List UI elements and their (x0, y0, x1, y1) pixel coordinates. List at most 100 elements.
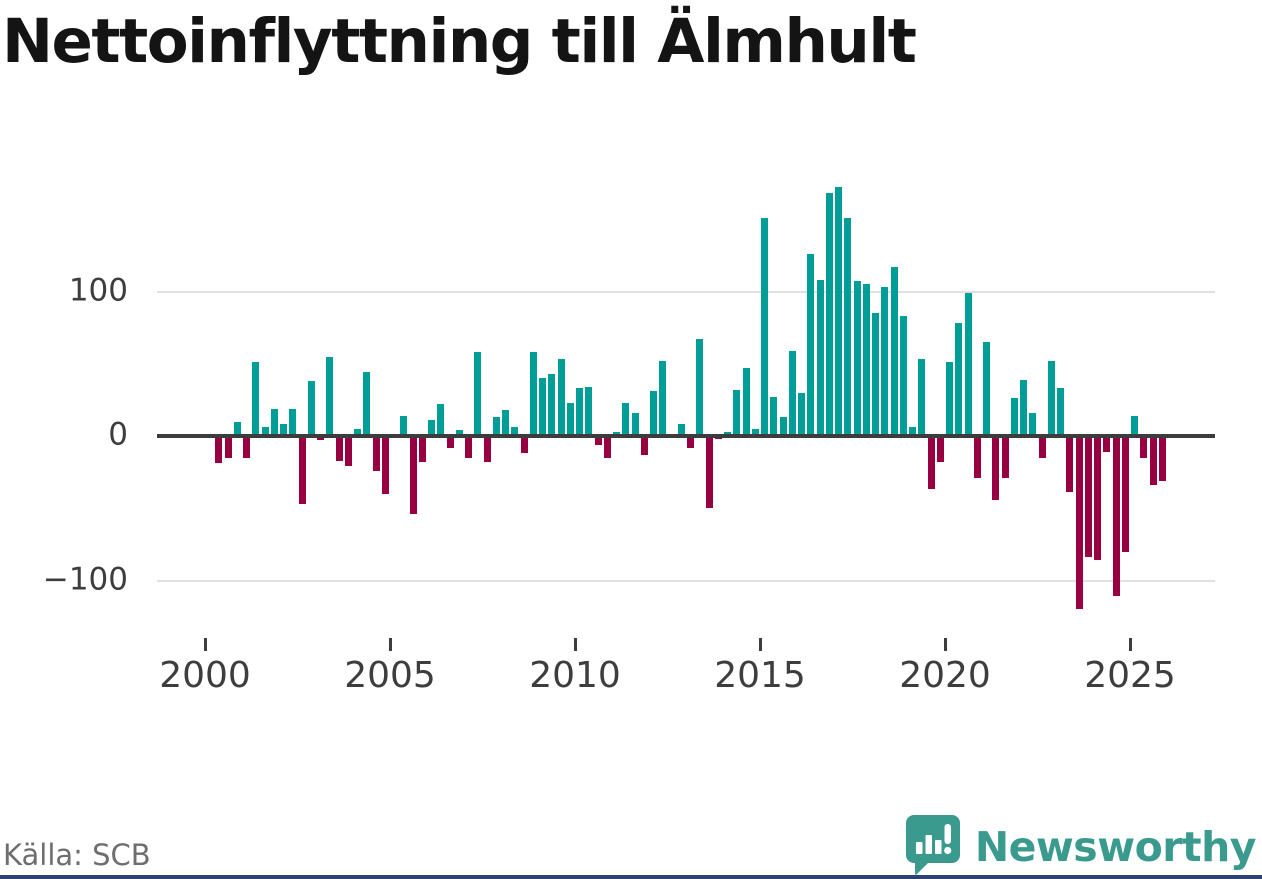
newsworthy-logo: Newsworthy (905, 814, 1257, 879)
bar-2011Q1 (613, 431, 621, 436)
bar-2021Q4 (1010, 398, 1018, 436)
bar-2009Q2 (548, 373, 556, 436)
bar-2005Q2 (400, 415, 408, 436)
bar-2024Q4 (1121, 436, 1129, 552)
bar-2018Q3 (890, 266, 898, 436)
bar-2017Q3 (853, 281, 861, 436)
bar-2022Q2 (1029, 412, 1037, 436)
newsworthy-wordmark: Newsworthy (974, 823, 1257, 871)
bar-2007Q2 (474, 352, 482, 436)
bar-2022Q4 (1047, 360, 1055, 436)
bar-2012Q4 (677, 424, 685, 436)
gridline--100 (157, 579, 1215, 582)
bar-2024Q2 (1103, 436, 1111, 452)
x-axis-label-2020: 2020 (899, 655, 991, 696)
bar-2002Q3 (298, 436, 306, 504)
bar-2020Q4 (973, 436, 981, 478)
bar-2023Q4 (1084, 436, 1092, 558)
bar-2024Q3 (1112, 436, 1120, 597)
bar-2019Q2 (918, 359, 926, 436)
source-credit: Källa: SCB (3, 838, 151, 872)
bar-2002Q2 (289, 408, 297, 436)
x-axis-label-2005: 2005 (344, 655, 436, 696)
bar-2011Q2 (622, 402, 630, 436)
bar-2000Q4 (233, 421, 241, 436)
bar-2023Q3 (1075, 436, 1083, 610)
bar-2020Q2 (955, 323, 963, 436)
bar-2006Q4 (455, 430, 463, 436)
bar-2004Q2 (363, 372, 371, 436)
bar-2021Q1 (983, 342, 991, 436)
x-axis-label-2010: 2010 (529, 655, 621, 696)
bar-2010Q1 (576, 388, 584, 436)
bar-2002Q4 (307, 381, 315, 436)
bar-2003Q2 (326, 356, 334, 436)
bar-2015Q1 (761, 217, 769, 436)
bar-2009Q1 (539, 378, 547, 436)
zero-axis-line (157, 434, 1215, 438)
bar-2018Q2 (881, 287, 889, 436)
bar-2010Q3 (594, 436, 602, 445)
bar-2009Q3 (557, 359, 565, 436)
x-tick-2025 (1128, 638, 1132, 651)
bar-2004Q4 (381, 436, 389, 494)
bar-2006Q1 (428, 420, 436, 436)
bar-2004Q3 (372, 436, 380, 471)
bar-2012Q2 (659, 360, 667, 436)
y-axis-label-0: 0 (108, 416, 128, 453)
bar-2013Q3 (705, 436, 713, 509)
bar-2019Q4 (936, 436, 944, 462)
bar-2001Q4 (270, 408, 278, 436)
bar-2007Q4 (492, 417, 500, 436)
bar-2008Q4 (529, 352, 537, 436)
bar-2009Q4 (566, 402, 574, 436)
bar-2012Q1 (650, 391, 658, 436)
x-tick-2010 (573, 638, 577, 651)
bar-2010Q2 (585, 386, 593, 436)
bar-2024Q1 (1094, 436, 1102, 561)
x-tick-2000 (203, 638, 207, 651)
bar-2015Q4 (788, 350, 796, 436)
bar-2001Q3 (261, 427, 269, 436)
bar-2011Q4 (640, 436, 648, 455)
y-axis-label--100: −100 (42, 561, 128, 598)
x-axis-label-2015: 2015 (714, 655, 806, 696)
bar-2020Q3 (964, 292, 972, 436)
bar-2022Q3 (1038, 436, 1046, 458)
bar-2020Q1 (946, 362, 954, 436)
bar-2001Q2 (252, 362, 260, 436)
bar-2005Q3 (409, 436, 417, 515)
bar-2016Q4 (825, 193, 833, 436)
bar-2014Q1 (724, 431, 732, 436)
bar-2025Q4 (1158, 436, 1166, 481)
bottom-accent-strip (0, 875, 1262, 879)
bar-2017Q1 (835, 187, 843, 436)
bar-2002Q1 (280, 424, 288, 436)
bar-2021Q3 (1001, 436, 1009, 478)
bar-2022Q1 (1020, 379, 1028, 436)
bar-2013Q2 (696, 339, 704, 436)
bar-2014Q4 (751, 428, 759, 436)
bar-2007Q3 (483, 436, 491, 462)
bar-2005Q4 (418, 436, 426, 462)
y-axis-label-100: 100 (68, 272, 128, 309)
bar-2010Q4 (603, 436, 611, 458)
bar-2016Q3 (816, 279, 824, 436)
bar-2014Q3 (742, 368, 750, 436)
x-axis-label-2025: 2025 (1084, 655, 1176, 696)
bar-2000Q3 (224, 436, 232, 458)
newsworthy-bubble-chart-icon (905, 814, 961, 879)
bar-2023Q2 (1066, 436, 1074, 493)
bar-2017Q2 (844, 217, 852, 436)
bar-2013Q1 (687, 436, 695, 448)
x-tick-2015 (758, 638, 762, 651)
bar-2025Q2 (1140, 436, 1148, 458)
bar-2007Q1 (465, 436, 473, 458)
bar-2003Q3 (335, 436, 343, 461)
bar-2000Q2 (215, 436, 223, 464)
bar-2015Q3 (779, 417, 787, 436)
bar-2003Q1 (317, 436, 325, 441)
x-tick-2020 (943, 638, 947, 651)
bar-2025Q3 (1149, 436, 1157, 486)
